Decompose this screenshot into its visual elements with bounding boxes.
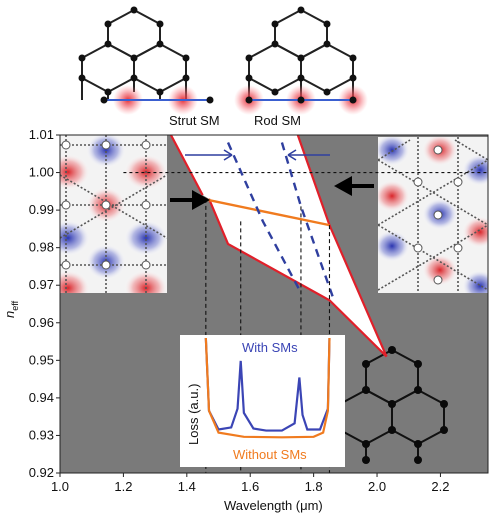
y-axis-label-main: n bbox=[2, 311, 17, 318]
loss-with-sms-curve bbox=[204, 337, 331, 432]
band-upper-edge bbox=[169, 135, 204, 196]
strut-sm-pointer-arrow bbox=[185, 149, 233, 161]
x-tick-label: 1.2 bbox=[114, 479, 132, 494]
y-axis-label: neff bbox=[2, 300, 20, 318]
strut-sm-label: Strut SM bbox=[169, 113, 220, 128]
x-tick-label: 1.6 bbox=[241, 479, 259, 494]
x-axis-label: Wavelength (μm) bbox=[224, 498, 323, 513]
right-black-arrow bbox=[334, 176, 374, 196]
rod-sm-label: Rod SM bbox=[254, 113, 301, 128]
inset-ylabel: Loss (a.u.) bbox=[186, 384, 201, 445]
plot-frame bbox=[59, 134, 489, 474]
rod-sm-pointer-arrow bbox=[287, 149, 330, 161]
strut-sm-dispersion-line bbox=[226, 142, 303, 294]
photonic-bandgap-region bbox=[170, 135, 387, 357]
y-tick-label: 1.01 bbox=[29, 127, 54, 142]
fiber-mode-line bbox=[202, 197, 330, 227]
y-tick-label: 0.98 bbox=[29, 240, 54, 255]
strut-surface-mode-lattice-diagram bbox=[78, 6, 214, 115]
inset-legend-without-sms: Without SMs bbox=[233, 447, 307, 462]
y-tick-label: 0.92 bbox=[29, 465, 54, 480]
y-tick-label: 0.94 bbox=[29, 390, 54, 405]
loss-without-sms-curve bbox=[204, 337, 331, 439]
band-lower-edge bbox=[207, 198, 388, 358]
x-tick-label: 1.8 bbox=[305, 479, 323, 494]
y-axis-label-sub: eff bbox=[10, 300, 20, 310]
y-tick-label: 0.96 bbox=[29, 315, 54, 330]
rod-sm-dispersion-line bbox=[280, 142, 334, 297]
y-tick-label: 0.93 bbox=[29, 427, 54, 442]
rod-surface-mode-lattice-diagram bbox=[234, 6, 368, 115]
strut-mode-field-image bbox=[60, 135, 167, 293]
y-tick-label: 0.99 bbox=[29, 202, 54, 217]
x-tick-label: 1.0 bbox=[51, 479, 69, 494]
x-tick-label: 2.2 bbox=[431, 479, 449, 494]
x-tick-label: 1.4 bbox=[178, 479, 196, 494]
rod-mode-field-image bbox=[378, 137, 488, 293]
left-black-arrow bbox=[170, 190, 210, 210]
y-tick-label: 0.97 bbox=[29, 277, 54, 292]
y-tick-label: 0.95 bbox=[29, 352, 54, 367]
x-tick-label: 2.0 bbox=[368, 479, 386, 494]
inset-legend-with-sms: With SMs bbox=[242, 340, 298, 355]
y-tick-label: 1.00 bbox=[29, 165, 54, 180]
